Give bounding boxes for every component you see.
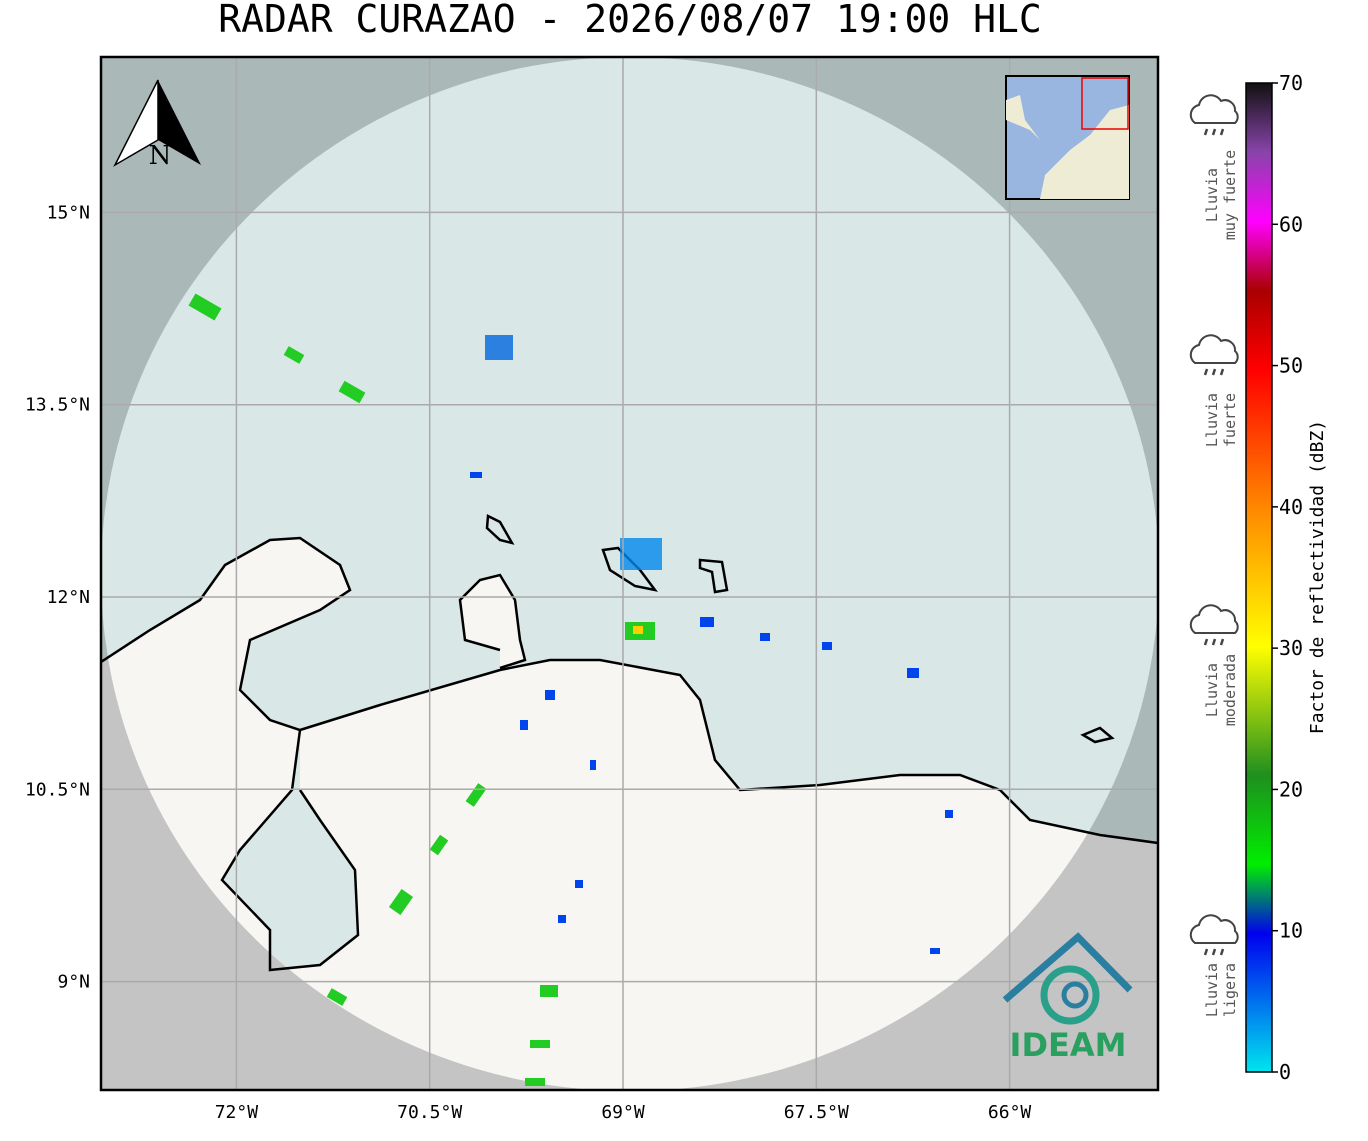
inset-map <box>1005 75 1130 200</box>
logo: IDEAM <box>1002 932 1133 1064</box>
lon-label: 69°W <box>601 1102 645 1123</box>
lat-label: 15°N <box>47 202 90 223</box>
lon-label: 67.5°W <box>784 1102 849 1123</box>
legend-label: ligera <box>1221 963 1239 1017</box>
north-label: N <box>149 141 172 171</box>
north-arrow: N <box>113 79 201 171</box>
colorbar-tick-label: 10 <box>1279 919 1303 943</box>
legend-label: Lluvia <box>1203 168 1221 222</box>
colorbar-tick-label: 70 <box>1279 71 1303 95</box>
lat-label: 12°N <box>47 587 90 608</box>
cloud-icon <box>1189 334 1239 364</box>
radar-echoes <box>188 293 953 1086</box>
lon-label: 72°W <box>215 1102 259 1123</box>
colorbar-tick-label: 60 <box>1279 212 1303 236</box>
rain-drops <box>1203 948 1225 956</box>
cloud-icon <box>1189 604 1239 634</box>
rain-drops <box>1203 128 1225 136</box>
colorbar-tick-label: 40 <box>1279 495 1303 519</box>
legend-label: moderada <box>1221 654 1239 726</box>
legend-label: Lluvia <box>1203 963 1221 1017</box>
lon-label: 70.5°W <box>397 1102 462 1123</box>
lat-label: 10.5°N <box>25 779 90 800</box>
map-frame <box>99 55 1160 1092</box>
graticule: 15°N 13.5°N 12°N 10.5°N 9°N 72°W 70.5°W 69°W 67.… <box>25 57 1158 1123</box>
colorbar-tick-label: 0 <box>1279 1060 1291 1084</box>
rain-drops <box>1203 368 1225 376</box>
cloud-icon <box>1189 94 1239 124</box>
colorbar-tick-label: 30 <box>1279 636 1303 660</box>
rain-drops <box>1203 638 1225 646</box>
colorbar-tick-label: 20 <box>1279 777 1303 801</box>
colorbar <box>1245 82 1273 1073</box>
lat-label: 9°N <box>57 972 90 993</box>
legend-label: muy fuerte <box>1221 150 1239 240</box>
legend-label: Lluvia <box>1203 393 1221 447</box>
title: RADAR CURAZAO - 2026/08/07 19:00 HLC <box>218 0 1042 41</box>
lat-label: 13.5°N <box>25 395 90 416</box>
legend-label: fuerte <box>1221 393 1239 447</box>
legend-label: Lluvia <box>1203 663 1221 717</box>
colorbar-tick-label: 50 <box>1279 354 1303 378</box>
logo-text: IDEAM <box>1010 1026 1127 1064</box>
lon-label: 66°W <box>988 1102 1032 1123</box>
map <box>101 57 1158 1090</box>
colorbar-ticks: 0 10 20 30 40 50 60 70 <box>1272 71 1303 1084</box>
colorbar-label: Factor de reflectividad (dBZ) <box>1307 420 1328 734</box>
cloud-icon <box>1189 914 1239 944</box>
